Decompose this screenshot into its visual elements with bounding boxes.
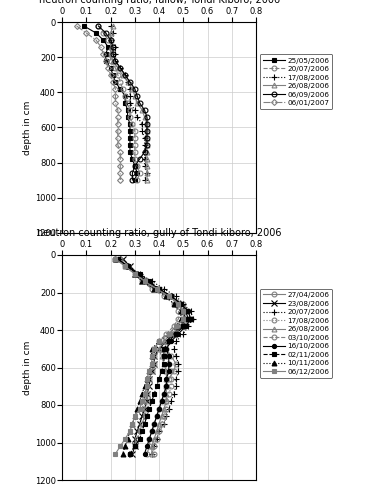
- Title: neutron counting ratio, gully of Tondi kiboro, 2006: neutron counting ratio, gully of Tondi k…: [37, 228, 281, 237]
- Title: neutron counting ratio, fallow, Tondi Kiboro, 2006: neutron counting ratio, fallow, Tondi Ki…: [38, 0, 280, 5]
- Legend: 25/05/2006, 20/07/2006, 17/08/2006, 26/08/2006, 06/09/2006, 06/01/2007: 25/05/2006, 20/07/2006, 17/08/2006, 26/0…: [260, 54, 332, 109]
- Legend: 27/04/2006, 23/08/2006, 20/07/2006, 17/08/2006, 26/08/2006, 03/10/2006, 16/10/20: 27/04/2006, 23/08/2006, 20/07/2006, 17/0…: [260, 289, 332, 378]
- Y-axis label: depth in cm: depth in cm: [23, 340, 32, 394]
- Y-axis label: depth in cm: depth in cm: [23, 100, 32, 154]
